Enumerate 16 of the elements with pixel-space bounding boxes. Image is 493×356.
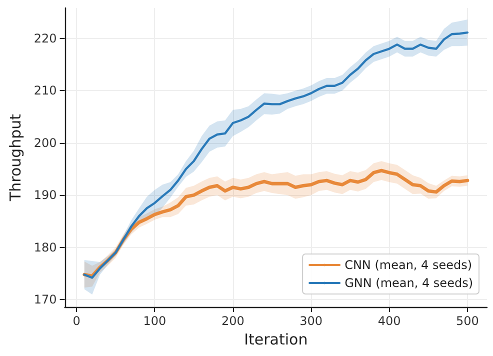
x-tick-label: 200 xyxy=(221,314,244,328)
y-tick-label: 210 xyxy=(34,84,57,98)
y-tick-label: 220 xyxy=(34,31,57,46)
x-axis-title: Iteration xyxy=(244,330,308,348)
x-tick-label: 0 xyxy=(72,314,80,328)
x-tick-label: 300 xyxy=(300,314,323,328)
legend-label: GNN (mean, 4 seeds) xyxy=(344,276,474,290)
x-tick-label: 400 xyxy=(378,314,401,328)
y-tick-label: 200 xyxy=(34,136,57,150)
y-axis-title: Throughput xyxy=(6,114,24,202)
y-tick-label: 190 xyxy=(34,188,57,202)
x-tick-label: 100 xyxy=(143,314,166,328)
legend-label: CNN (mean, 4 seeds) xyxy=(344,258,472,272)
y-tick-label: 180 xyxy=(34,240,57,254)
y-tick-label: 170 xyxy=(34,292,57,307)
x-tick-label: 500 xyxy=(456,314,479,328)
